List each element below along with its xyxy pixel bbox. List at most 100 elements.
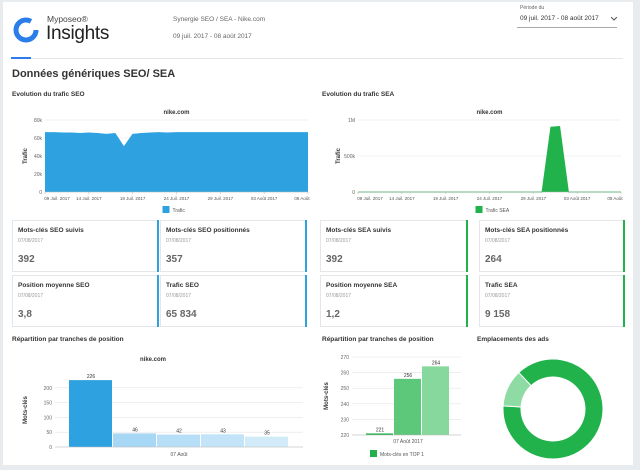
donut-slice	[502, 358, 604, 460]
area-series	[45, 132, 308, 192]
x-tick-label: 03 Août 2017	[251, 196, 278, 201]
bar-value-label: 221	[376, 427, 385, 433]
period-value: 09 juil. 2017 - 08 août 2017	[520, 15, 599, 22]
trafic-seo-title: Evolution du trafic SEO	[12, 91, 85, 98]
bar	[245, 436, 288, 447]
x-tick-label: 14 Juil. 2017	[389, 196, 415, 201]
kpi-label: Trafic SEO	[166, 282, 199, 289]
bar	[157, 434, 200, 447]
y-tick-label: 260	[341, 371, 350, 377]
header-divider	[11, 58, 623, 59]
kpi-card[interactable]: Mots-clés SEO positionnés 07/08/2017 357	[160, 220, 307, 272]
legend-label: Trafic SEA	[486, 208, 510, 214]
header-dates: 09 juil. 2017 - 08 août 2017	[173, 33, 252, 40]
chevron-down-icon	[611, 17, 617, 21]
period-selector[interactable]: Période du 09 juil. 2017 - 08 août 2017	[517, 5, 617, 29]
kpi-accent-bar	[623, 220, 625, 272]
y-tick-label: 100	[44, 415, 53, 421]
kpi-date: 07/08/2017	[18, 238, 44, 244]
kpi-date: 07/08/2017	[326, 238, 352, 244]
bar	[422, 366, 449, 435]
bar	[113, 433, 156, 447]
x-tick-label: 24 Juil. 2017	[477, 196, 503, 201]
legend-swatch	[162, 206, 170, 213]
kpi-label: Position moyenne SEA	[326, 282, 398, 289]
kpi-date: 07/08/2017	[166, 238, 192, 244]
section-title: Données génériques SEO/ SEA	[12, 68, 176, 80]
y-tick-label: 1M	[348, 118, 355, 124]
kpi-card[interactable]: Mots-clés SEO suivis 07/08/2017 392	[12, 220, 159, 272]
y-tick-label: 270	[341, 355, 350, 361]
dashboard-page: Myposeo® Insights Synergie SEO / SEA - N…	[3, 2, 633, 465]
brand-big: Insights	[46, 23, 110, 44]
x-tick-label: 19 Juil. 2017	[433, 196, 459, 201]
kpi-date: 07/08/2017	[485, 238, 511, 244]
kpi-date: 07/08/2017	[485, 293, 511, 299]
kpi-card[interactable]: Mots-clés SEA suivis 07/08/2017 392	[320, 220, 468, 272]
kpi-label: Mots-clés SEO positionnés	[166, 227, 250, 234]
bar-value-label: 256	[404, 373, 413, 379]
kpi-card[interactable]: Trafic SEA 07/08/2017 9 158	[479, 275, 625, 327]
bar	[201, 434, 244, 447]
kpi-label: Mots-clés SEO suivis	[18, 227, 84, 234]
legend-swatch	[370, 450, 377, 457]
y-axis-label: Mots-clés	[324, 382, 330, 410]
kpi-value: 65 834	[166, 309, 197, 320]
kpi-date: 07/08/2017	[18, 293, 44, 299]
y-axis-label: Trafic	[336, 147, 342, 164]
y-axis-label: Mots-clés	[23, 396, 29, 424]
x-tick-label: 24 Juil. 2017	[164, 196, 190, 201]
kpi-value: 357	[166, 254, 183, 265]
kpi-accent-bar	[623, 275, 625, 327]
kpi-card[interactable]: Position moyenne SEA 07/08/2017 1,2	[320, 275, 468, 327]
kpi-date: 07/08/2017	[166, 293, 192, 299]
bar	[69, 380, 112, 447]
brand-logo[interactable]: Myposeo® Insights	[11, 12, 131, 48]
kpi-card[interactable]: Trafic SEO 07/08/2017 65 834	[160, 275, 307, 327]
y-tick-label: 200	[44, 386, 53, 392]
kpi-date: 07/08/2017	[326, 293, 352, 299]
trafic-sea-chart: nike.com Trafic 0 500k 1M 09 Juil. 2017 14 Jui…	[336, 110, 623, 214]
period-label: Période du	[520, 5, 545, 11]
period-underline	[517, 27, 617, 28]
bar-value-label: 43	[220, 428, 226, 434]
legend-swatch	[475, 206, 483, 213]
x-tick-label: 29 Juil. 2017	[208, 196, 234, 201]
x-tick-label: 14 Juil. 2017	[76, 196, 102, 201]
repartition-sea-title: Répartition par tranches de position	[322, 336, 434, 343]
bar-value-label: 46	[132, 427, 138, 433]
kpi-value: 3,8	[18, 309, 32, 320]
kpi-label: Mots-clés SEA suivis	[326, 227, 392, 234]
kpi-card[interactable]: Position moyenne SEO 07/08/2017 3,8	[12, 275, 159, 327]
y-tick-label: 150	[44, 401, 53, 407]
x-tick-label: 09 Juil. 2017	[357, 196, 383, 201]
bar-value-label: 42	[176, 429, 182, 435]
kpi-value: 1,2	[326, 309, 340, 320]
x-tick-label: 07 Août 2017	[393, 439, 423, 445]
repartition-seo-chart: nike.com Mots-clés 0 50 100 150 200 226 46 42 43 35…	[23, 357, 303, 458]
y-tick-label: 240	[341, 402, 350, 408]
y-tick-label: 0	[352, 190, 355, 196]
kpi-accent-bar	[305, 220, 307, 272]
kpi-value: 392	[18, 254, 35, 265]
kpi-label: Mots-clés SEA positionnés	[485, 227, 569, 234]
kpi-accent-bar	[157, 275, 159, 327]
trafic-sea-title: Evolution du trafic SEA	[322, 91, 395, 98]
y-tick-label: 50	[46, 430, 52, 436]
trafic-seo-chart: nike.com Trafic 0 20k 40k 60k 80k 09 Juil. 2017…	[23, 110, 310, 214]
y-tick-label: 0	[39, 190, 42, 196]
area-series	[358, 126, 621, 192]
y-tick-label: 40k	[34, 154, 43, 160]
kpi-card[interactable]: Mots-clés SEA positionnés 07/08/2017 264	[479, 220, 625, 272]
y-tick-label: 500k	[344, 154, 355, 160]
kpi-label: Position moyenne SEO	[18, 282, 90, 289]
y-tick-label: 60k	[34, 136, 43, 142]
kpi-value: 264	[485, 254, 502, 265]
legend-label: Trafic	[173, 208, 186, 214]
x-tick-label: 19 Juil. 2017	[120, 196, 146, 201]
kpi-accent-bar	[466, 275, 468, 327]
project-name: Synergie SEO / SEA - Nike.com	[173, 16, 266, 23]
kpi-accent-bar	[157, 220, 159, 272]
kpi-value: 392	[326, 254, 343, 265]
x-tick-label: 09 Juil. 2017	[44, 196, 70, 201]
